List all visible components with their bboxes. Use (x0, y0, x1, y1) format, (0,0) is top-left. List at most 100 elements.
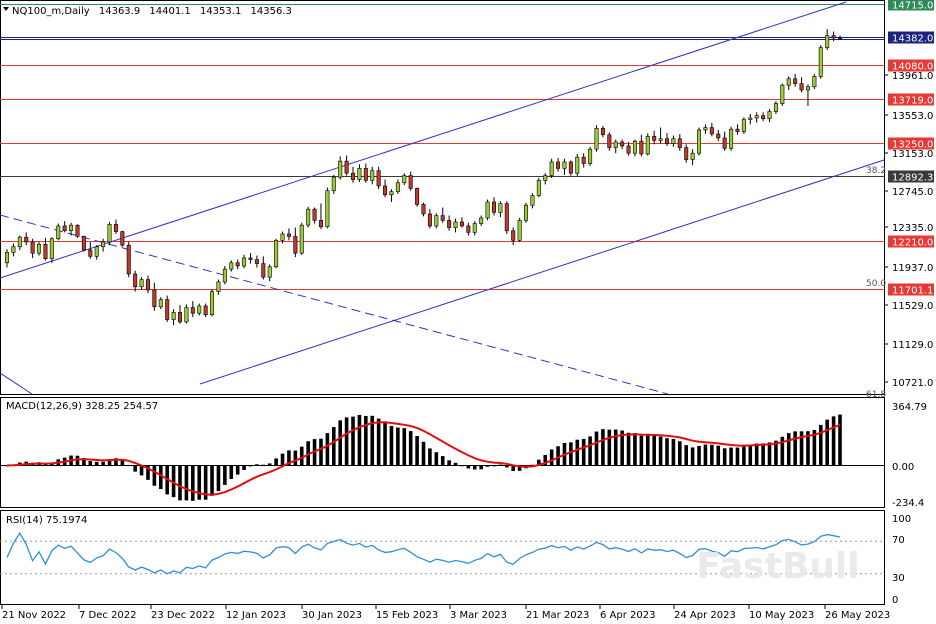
candle (229, 260, 234, 272)
header-dropdown-icon[interactable] (3, 7, 9, 11)
macd-bar (780, 436, 785, 466)
macd-bar (158, 465, 163, 490)
candle-body (716, 133, 721, 139)
dashed-trend (0, 214, 669, 395)
candle (158, 297, 163, 310)
macd-bar (255, 464, 259, 466)
candle (88, 241, 93, 259)
candle (479, 215, 484, 226)
macd-bar (344, 417, 349, 466)
candle-body (421, 204, 426, 215)
macd-bar (774, 440, 778, 466)
x-tick-label: 7 Dec 2022 (79, 610, 137, 621)
macd-bar (440, 456, 445, 466)
macd-bar (415, 436, 419, 466)
candle (818, 45, 823, 79)
candle (81, 235, 86, 252)
candle-body (600, 128, 605, 136)
candle-body (94, 246, 99, 257)
candle (415, 187, 420, 207)
macd-bar (472, 465, 477, 470)
candle (440, 207, 445, 223)
candle (267, 264, 272, 282)
candle (427, 209, 432, 229)
candle (344, 155, 349, 176)
macd-bar (485, 465, 490, 467)
candle (549, 158, 554, 178)
x-tick-label: 24 Apr 2023 (674, 610, 736, 621)
candle (75, 224, 80, 238)
header-low: 14353.1 (200, 6, 241, 17)
candle-body (459, 221, 464, 227)
candle (588, 146, 593, 166)
candle (543, 173, 548, 185)
x-tick-label: 10 May 2023 (749, 610, 814, 621)
candle-body (825, 35, 830, 48)
candle (530, 193, 535, 209)
candle-body (158, 299, 163, 308)
candle (581, 153, 586, 168)
rsi-panel: 100 70 30 0 (0, 510, 911, 606)
candle (293, 227, 298, 258)
macd-bar (88, 460, 93, 466)
candle (254, 255, 259, 268)
candle (434, 213, 439, 229)
macd-bar (43, 464, 48, 466)
macd-bar (735, 447, 740, 466)
candle-body (786, 78, 791, 86)
candle-body (331, 176, 336, 192)
candle-body (248, 257, 253, 260)
candle-body (703, 127, 708, 131)
price-tag-label: 13250.0 (892, 140, 933, 151)
candle (459, 217, 464, 228)
candle (741, 117, 746, 134)
candle-body (216, 281, 221, 292)
candle-body (530, 195, 535, 206)
macd-bar (274, 458, 278, 466)
candle-body (517, 220, 522, 241)
candle (203, 303, 208, 318)
candle-body (312, 208, 317, 221)
macd-bar (818, 424, 823, 466)
macd-signal-line (6, 421, 841, 496)
macd-bar (235, 465, 240, 475)
candle-body (56, 225, 61, 240)
candle (773, 101, 778, 114)
candle-body (235, 262, 240, 267)
price-tick-label: 12745.0 (892, 187, 933, 198)
macd-bar (376, 418, 381, 466)
candle (24, 232, 29, 246)
macd-bar (178, 465, 182, 501)
macd-bar (799, 431, 804, 466)
candle-body (152, 289, 157, 308)
candle (754, 112, 759, 123)
macd-bar (806, 431, 810, 466)
candle-body (677, 138, 682, 148)
candle-body (709, 127, 714, 135)
macd-bar (767, 442, 772, 466)
candle (30, 238, 35, 258)
macd-bar (556, 446, 560, 466)
macd-bar (184, 465, 189, 501)
candle-body (639, 140, 644, 155)
candle (62, 221, 67, 233)
candle (69, 222, 74, 236)
macd-bar (114, 458, 118, 466)
candle (120, 230, 125, 247)
candle (664, 133, 669, 146)
candle (639, 134, 644, 157)
candle-body (780, 84, 785, 104)
candle-body (62, 225, 67, 232)
macd-tick-label: 0.00 (892, 462, 914, 473)
candle (37, 241, 42, 256)
macd-bar (530, 464, 535, 466)
candle (274, 238, 279, 269)
candle (5, 249, 10, 268)
macd-panel: 364.79 0.00 -234.4 (0, 397, 927, 509)
macd-bar (722, 448, 727, 466)
candle-body (286, 233, 291, 237)
macd-bar (505, 465, 509, 468)
price-tag-label: 11701.1 (892, 286, 933, 297)
candle-body (242, 257, 247, 267)
candle (17, 235, 22, 250)
